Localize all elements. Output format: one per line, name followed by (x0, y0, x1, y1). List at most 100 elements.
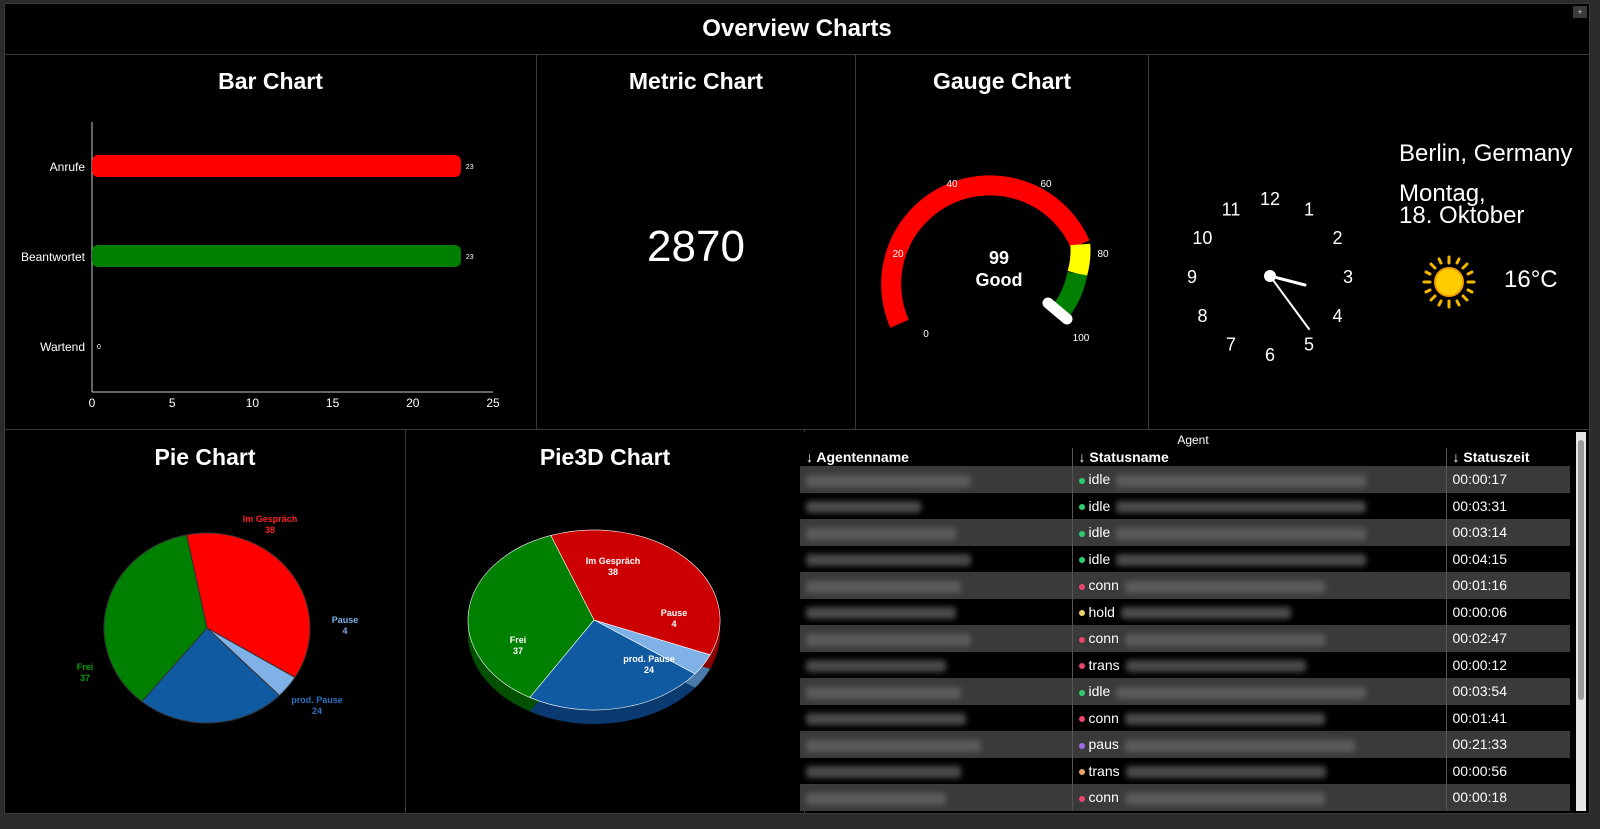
status-time-cell: 00:21:33 (1446, 731, 1570, 758)
column-header-statusname[interactable]: ↓ Statusname (1072, 448, 1447, 466)
dashboard-title: Overview Charts (5, 4, 1589, 55)
redacted-status-detail (1125, 660, 1306, 673)
pie3d-slice-2 (529, 619, 696, 711)
table-row[interactable]: idle 00:03:31 (800, 492, 1570, 519)
pie-label: Pause (332, 615, 359, 625)
location-label: Berlin, Germany (1399, 140, 1573, 167)
table-row[interactable]: hold 00:00:06 (800, 598, 1570, 625)
table-row[interactable]: conn 00:02:47 (800, 625, 1570, 652)
status-dot-icon (1078, 636, 1085, 643)
agent-name-cell (800, 572, 1073, 599)
pie3d-value-label: 24 (644, 665, 654, 675)
clock-number-6: 6 (1265, 345, 1275, 365)
pie3d-label: Frei (510, 635, 527, 645)
clock-center (1264, 270, 1276, 282)
day-label: Montag, (1399, 180, 1486, 207)
sort-arrow-icon[interactable]: ↓ (806, 449, 813, 465)
clock-number-4: 4 (1333, 306, 1343, 326)
status-cell: conn (1072, 572, 1447, 599)
column-header-statuszeit[interactable]: ↓ Statuszeit (1452, 449, 1530, 465)
bar-chart-panel: Bar Chart Anrufe 23 Beantwortet 23 Wartend 0 0… (5, 54, 537, 430)
bar-x-tick: 10 (246, 396, 260, 410)
table-row[interactable]: idle 00:04:15 (800, 545, 1570, 572)
table-row[interactable]: conn 00:00:18 (800, 784, 1570, 811)
table-row[interactable]: paus 00:21:33 (800, 731, 1570, 758)
bar-chart-title: Bar Chart (218, 68, 323, 94)
redacted-status-detail (1116, 474, 1367, 487)
date-label: 18. Oktober (1399, 202, 1525, 229)
page-title: Overview Charts (702, 15, 892, 42)
redacted-agent-name (806, 660, 946, 673)
sort-arrow-icon[interactable]: ↓ (1452, 449, 1460, 465)
redacted-status-detail (1124, 792, 1325, 805)
redacted-agent-name (806, 527, 956, 540)
status-dot-icon (1078, 742, 1085, 749)
table-row[interactable]: conn 00:01:16 (800, 572, 1570, 599)
gauge-tick-100: 100 (1073, 333, 1090, 344)
pie-label: Frei (77, 662, 94, 672)
redacted-status-detail (1116, 554, 1367, 567)
redacted-status-detail (1125, 766, 1326, 779)
scrollbar-thumb[interactable] (1578, 440, 1584, 700)
status-dot-icon (1078, 769, 1085, 776)
temperature-label: 16°C (1504, 266, 1558, 293)
redacted-agent-name (806, 580, 961, 593)
bar-data-label: 23 (466, 254, 474, 261)
redacted-status-detail (1124, 713, 1325, 726)
pie3d-label: prod. Pause (623, 654, 675, 664)
status-dot-icon (1078, 610, 1085, 617)
clock-number-5: 5 (1304, 335, 1314, 355)
status-time-cell: 00:00:06 (1452, 603, 1508, 620)
gauge-tick-80: 80 (1097, 249, 1109, 260)
table-row[interactable]: trans 00:00:12 (800, 651, 1570, 678)
gauge-tick-0: 0 (923, 329, 929, 340)
table-scrollbar[interactable] (1576, 432, 1586, 811)
pie3d-chart-title: Pie3D Chart (539, 444, 671, 470)
agent-name-cell (800, 466, 1073, 493)
clock-number-2: 2 (1333, 228, 1343, 248)
status-time-cell: 00:04:15 (1452, 550, 1508, 567)
redacted-agent-name (806, 554, 971, 567)
status-time-cell: 00:00:12 (1452, 656, 1508, 673)
table-row[interactable]: trans 00:00:56 (800, 757, 1570, 784)
redacted-status-detail (1116, 501, 1367, 514)
pie-value-label: 38 (265, 525, 275, 535)
status-dot-icon (1078, 530, 1085, 537)
clock-number-11: 11 (1222, 199, 1241, 219)
redacted-status-detail (1120, 607, 1291, 620)
table-row[interactable]: conn 00:01:41 (800, 704, 1570, 731)
agent-name-cell (800, 757, 1073, 784)
status-dot-icon (1078, 557, 1085, 564)
agent-name-cell (800, 625, 1073, 652)
expand-icon[interactable]: + (1573, 6, 1587, 18)
clock-minute-hand (1269, 275, 1310, 330)
pie-slice-2 (141, 627, 281, 724)
bar-category-label: Anrufe (50, 160, 86, 174)
clock-number-10: 10 (1192, 228, 1212, 248)
pie-value-label: 4 (342, 626, 347, 636)
table-row[interactable]: idle 00:00:17 (800, 466, 1570, 493)
gauge-label: Good (976, 270, 1023, 290)
agent-name-cell (800, 784, 1073, 811)
metric-chart-title: Metric Chart (628, 68, 764, 94)
gauge-red-arc (881, 175, 1090, 328)
column-header-agentenname[interactable]: ↓ Agentenname (800, 448, 1073, 466)
redacted-status-detail (1116, 686, 1367, 699)
status-text: idle (1088, 550, 1111, 567)
metric-chart-panel: Metric Chart 2870 (537, 54, 856, 430)
table-row[interactable]: idle 00:03:14 (800, 519, 1570, 546)
pie-chart-panel: Pie Chart Im Gespräch 38 Pause 4 prod. Pause… (5, 430, 406, 815)
table-row[interactable]: idle 00:03:54 (800, 678, 1570, 705)
pie3d-chart-panel: Pie3D Chart Im Gespräch 38 Pause 4 prod. Pau… (406, 430, 805, 815)
status-dot-icon (1078, 689, 1085, 696)
sort-arrow-icon[interactable]: ↓ (1078, 449, 1086, 465)
status-cell: idle (1072, 678, 1447, 705)
pie3d-slice-3 (467, 535, 595, 698)
gauge-tick-20: 20 (892, 249, 904, 260)
status-dot-icon (1078, 583, 1085, 590)
redacted-status-detail (1124, 739, 1355, 752)
pie3d-value-label: 38 (608, 567, 618, 577)
clock-number-7: 7 (1226, 335, 1236, 355)
status-text: conn (1088, 577, 1119, 594)
